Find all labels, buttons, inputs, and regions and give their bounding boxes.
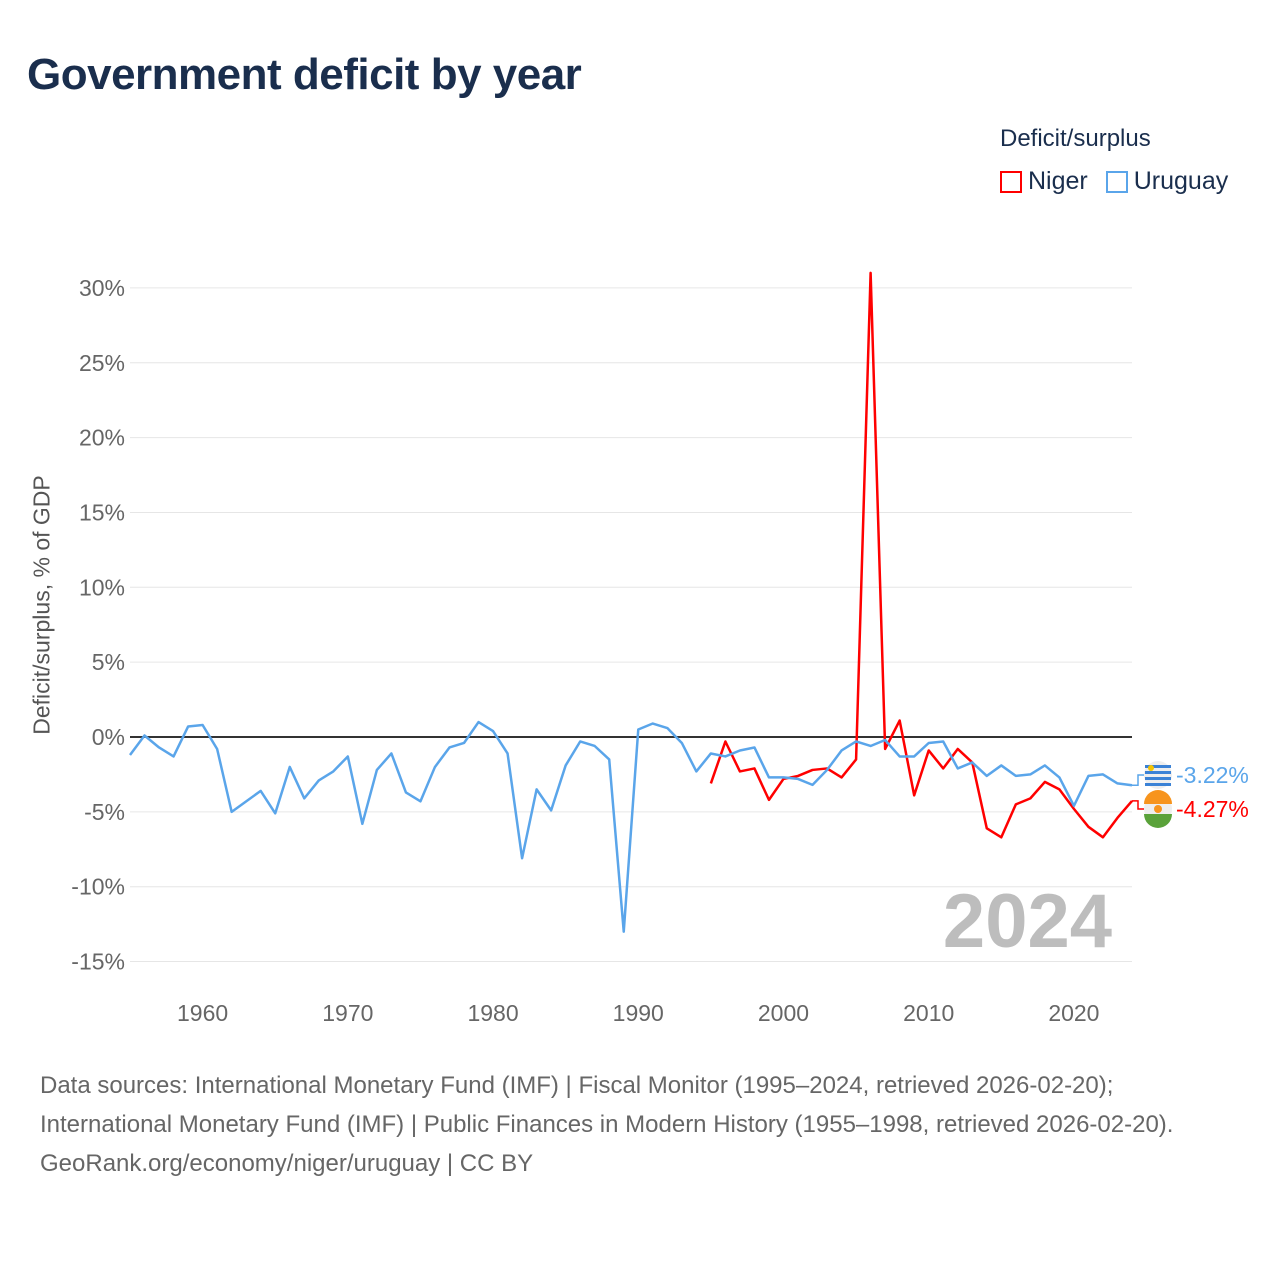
y-tick-label: 10% (79, 574, 125, 600)
attribution-link[interactable]: GeoRank.org/economy/niger/uruguay | CC B… (40, 1150, 534, 1177)
legend-item-uruguay[interactable]: Uruguay (1105, 167, 1229, 196)
legend-label: Niger (1028, 167, 1088, 195)
flag-stripe (1145, 765, 1171, 768)
y-tick-label: -10% (71, 874, 125, 900)
legend-label: Uruguay (1133, 167, 1229, 195)
end-value-label-niger: -4.27% (1176, 796, 1249, 822)
year-stamp: 2024 (942, 879, 1112, 964)
x-tick-label: 2000 (758, 1000, 809, 1026)
y-tick-label: 0% (92, 724, 125, 750)
y-tick-label: 15% (79, 499, 125, 525)
label-connector (1132, 800, 1144, 810)
label-connector (1132, 774, 1144, 786)
x-tick-label: 2010 (903, 1000, 954, 1026)
chart-title: Government deficit by year (27, 50, 582, 99)
flag-stripe (1145, 777, 1171, 780)
y-tick-label: 30% (79, 275, 125, 301)
legend: Niger Uruguay (1000, 167, 1228, 196)
y-tick-label: 20% (79, 425, 125, 451)
series-line-niger (709, 271, 1133, 839)
flag-stripe (1144, 790, 1172, 804)
y-tick-label: 25% (79, 350, 125, 376)
legend-title: Deficit/surplus (1000, 125, 1151, 152)
legend-swatch-uruguay (1105, 170, 1128, 193)
x-tick-label: 2020 (1048, 1000, 1099, 1026)
flag-stripe (1145, 771, 1171, 774)
source-notes: Data sources: International Monetary Fun… (40, 1066, 1240, 1183)
flag-sun (1148, 765, 1154, 771)
flag-stripe (1145, 783, 1171, 786)
y-tick-label: -5% (84, 799, 125, 825)
flag-stripe (1144, 814, 1172, 828)
series-line-uruguay (128, 720, 1133, 933)
end-value-label-uruguay: -3.22% (1176, 762, 1249, 788)
x-tick-label: 1970 (322, 1000, 373, 1026)
x-tick-label: 1990 (613, 1000, 664, 1026)
data-sources: Data sources: International Monetary Fun… (40, 1072, 1174, 1138)
legend-item-niger[interactable]: Niger (1000, 167, 1088, 196)
legend-swatch-niger (1000, 170, 1022, 193)
x-tick-label: 1960 (177, 1000, 228, 1026)
flag-sun (1154, 805, 1162, 813)
y-tick-label: 5% (92, 649, 125, 675)
x-tick-label: 1980 (467, 1000, 518, 1026)
y-tick-label: -15% (71, 949, 125, 975)
